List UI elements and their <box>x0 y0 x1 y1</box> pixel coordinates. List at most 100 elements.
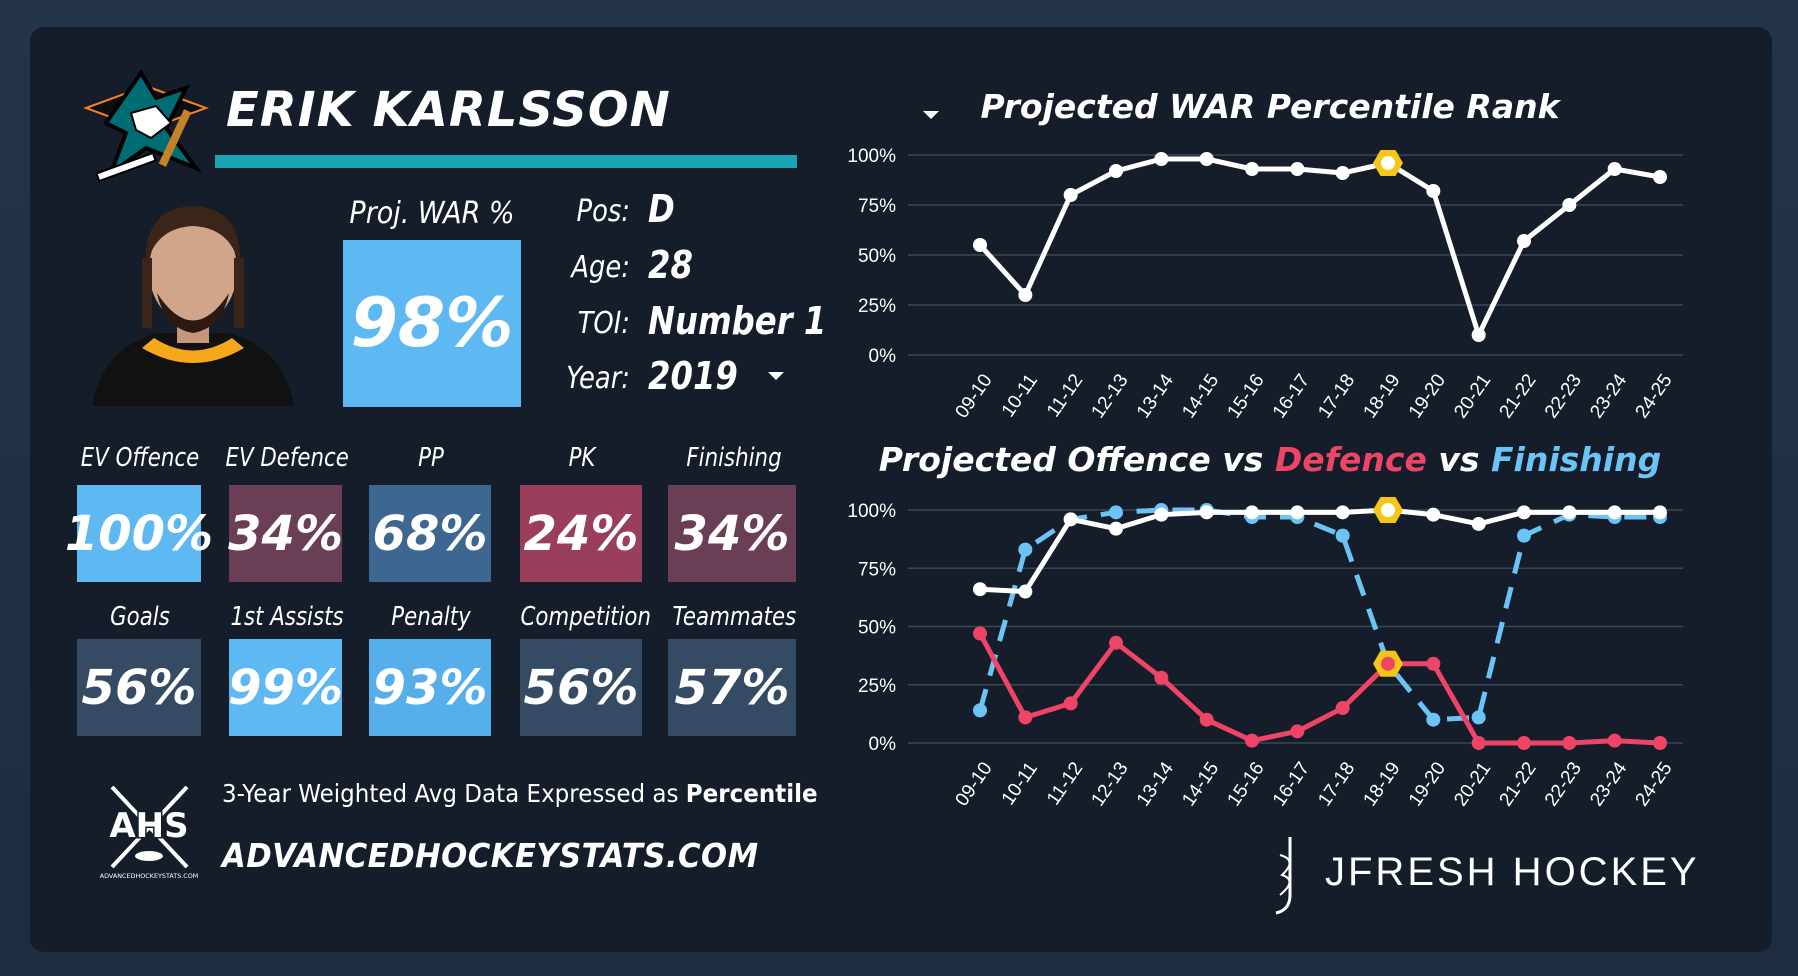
x-tick-label: 20-21 <box>1450 370 1495 422</box>
data-point-defence <box>1562 736 1577 750</box>
data-point-offence <box>1426 507 1441 522</box>
data-point-war <box>1653 170 1667 184</box>
y-tick-label: 75% <box>858 196 896 217</box>
data-point-war <box>1335 166 1350 180</box>
stat-box-competition: 56% <box>520 639 642 736</box>
stat-box-1st-assists: 99% <box>228 639 343 736</box>
sharks-logo-icon <box>83 69 209 183</box>
stat-box-pk: 24% <box>520 485 642 582</box>
x-tick-label: 17-18 <box>1314 758 1359 810</box>
y-tick-label: 100% <box>847 146 896 167</box>
data-point-finishing <box>1109 505 1123 520</box>
data-point-offence <box>973 582 987 597</box>
x-tick-label: 19-20 <box>1405 370 1450 422</box>
footnote-bold: Percentile <box>685 779 818 808</box>
war-percentile-chart: Projected WAR Percentile Rank 0% 25% 50% 75… <box>847 87 1683 422</box>
toi-value: Number 1 <box>648 299 827 343</box>
data-point-defence <box>1426 656 1441 671</box>
x-tick-label: 11-12 <box>1043 758 1087 809</box>
y-tick-label: 50% <box>858 246 896 267</box>
x-tick-label: 09-10 <box>952 370 997 422</box>
x-tick-label: 13-14 <box>1133 758 1178 810</box>
offence-defence-finishing-chart: Projected Offence vs Defence vs Finishin… <box>847 440 1683 810</box>
stat-label-finishing: Finishing <box>686 443 782 473</box>
y-tick-label: 50% <box>858 618 896 639</box>
data-point-war <box>1426 184 1441 198</box>
chart2-title-finishing: Finishing <box>1491 440 1661 479</box>
stat-box-pp: 68% <box>369 485 491 582</box>
y-tick-label: 25% <box>858 676 896 697</box>
data-point-finishing <box>1471 710 1486 725</box>
stat-box-teammates: 57% <box>668 639 796 736</box>
x-tick-label: 22-23 <box>1541 370 1586 422</box>
data-point-defence <box>1199 712 1214 727</box>
series-line-war <box>978 156 1661 338</box>
data-point-war <box>1471 328 1486 342</box>
x-tick-label: 15-16 <box>1224 758 1269 810</box>
data-point-defence <box>973 626 987 641</box>
data-point-finishing <box>973 703 987 718</box>
data-point-defence <box>1381 656 1395 671</box>
data-footnote: 3-Year Weighted Avg Data Expressed as Pe… <box>222 779 818 808</box>
age-label: Age: <box>571 250 630 285</box>
site-link[interactable]: ADVANCEDHOCKEYSTATS.COM <box>222 836 759 875</box>
data-point-offence <box>1290 505 1305 520</box>
stat-label-penalty: Penalty <box>391 602 471 632</box>
data-point-offence <box>1018 584 1033 599</box>
year-label: Year: <box>566 361 630 396</box>
data-point-offence <box>1471 516 1486 531</box>
x-tick-label: 16-17 <box>1269 758 1314 810</box>
year-dropdown-caret-icon[interactable] <box>767 370 785 382</box>
brand-name: JFRESH HOCKEY <box>1325 850 1700 894</box>
stat-label-goals: Goals <box>110 602 170 632</box>
player-name: ERIK KARLSSON <box>226 82 671 138</box>
chart1-title: Projected WAR Percentile Rank <box>980 87 1561 126</box>
data-point-offence <box>1517 505 1531 520</box>
data-point-war <box>1562 198 1577 212</box>
data-point-defence <box>1517 736 1531 750</box>
data-point-war <box>1018 288 1033 302</box>
x-tick-label: 18-19 <box>1360 370 1405 422</box>
x-tick-label: 23-24 <box>1586 370 1631 422</box>
age-value: 28 <box>648 243 693 287</box>
x-tick-label: 21-22 <box>1496 758 1541 810</box>
x-tick-label: 14-15 <box>1178 370 1223 422</box>
data-point-offence <box>1335 505 1350 520</box>
data-point-war <box>1245 162 1259 176</box>
pos-label: Pos: <box>576 194 630 229</box>
data-point-defence <box>1471 736 1486 750</box>
data-point-offence <box>1245 505 1259 520</box>
y-tick-label: 0% <box>869 734 897 755</box>
x-tick-label: 14-15 <box>1178 758 1223 810</box>
data-point-war <box>1199 152 1214 166</box>
jfresh-logo-icon <box>1275 837 1292 915</box>
stat-label-pk: PK <box>568 443 596 473</box>
x-tick-label: 23-24 <box>1586 758 1631 810</box>
stat-label-pp: PP <box>418 443 444 473</box>
data-point-finishing <box>1426 712 1441 727</box>
stat-box-finishing: 34% <box>668 485 796 582</box>
x-tick-label: 13-14 <box>1133 370 1178 422</box>
data-point-offence <box>1607 505 1622 520</box>
proj-war-value: 98% <box>343 240 521 407</box>
name-accent-bar <box>215 155 797 168</box>
x-tick-label: 15-16 <box>1224 370 1269 422</box>
year-select[interactable]: 2019 <box>648 354 738 398</box>
data-point-finishing <box>1517 528 1531 543</box>
data-point-offence <box>1199 505 1214 520</box>
data-point-finishing <box>1018 542 1033 557</box>
chart2-title-part1: Projected Offence vs <box>879 440 1275 479</box>
x-tick-label: 17-18 <box>1314 370 1359 422</box>
x-tick-label: 16-17 <box>1269 370 1314 422</box>
data-point-defence <box>1607 733 1622 748</box>
x-tick-label: 18-19 <box>1360 758 1405 810</box>
data-point-war <box>1607 162 1622 176</box>
stat-box-ev-defence: 34% <box>228 485 343 582</box>
x-tick-label: 12-13 <box>1088 758 1133 810</box>
data-point-offence <box>1154 507 1169 522</box>
stat-box-penalty: 93% <box>369 639 491 736</box>
x-tick-label: 21-22 <box>1496 370 1541 422</box>
x-tick-label: 24-25 <box>1632 758 1677 810</box>
chart-dropdown-caret-icon[interactable] <box>923 111 939 119</box>
data-point-war <box>1517 234 1531 248</box>
